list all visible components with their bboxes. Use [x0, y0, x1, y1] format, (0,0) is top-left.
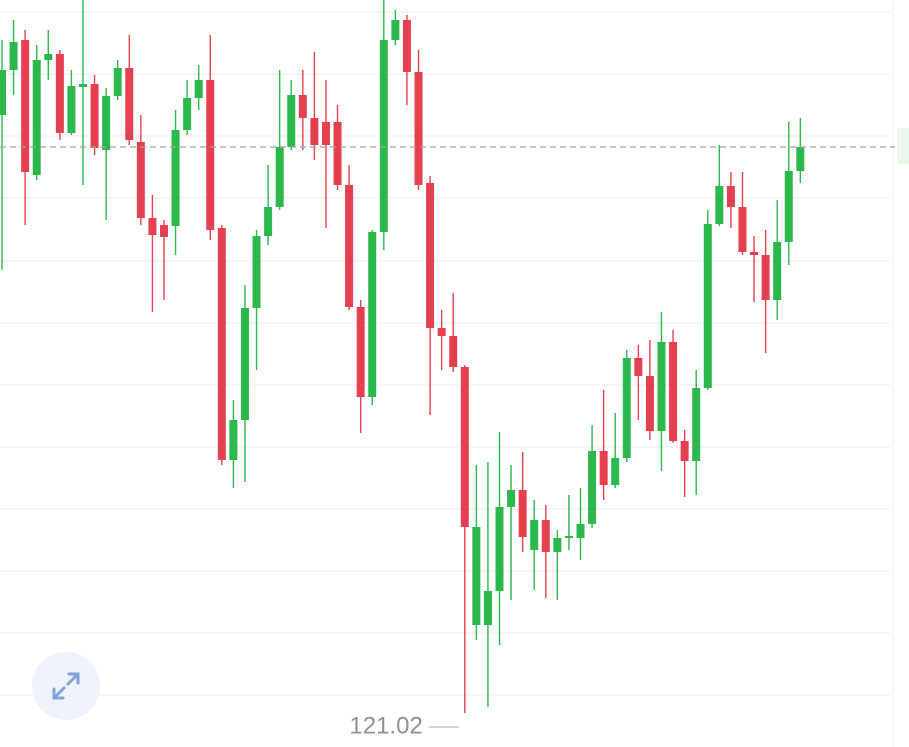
candle-body [113, 68, 122, 96]
candle-body [530, 520, 539, 550]
candle-body [796, 147, 805, 171]
candle-body [738, 207, 747, 252]
price-tag-edge [897, 128, 909, 164]
candle-body [599, 451, 608, 485]
candle-body [275, 147, 284, 207]
candle-body [692, 388, 701, 461]
candle-body [206, 80, 215, 230]
candle-body [507, 490, 516, 507]
candle-body [761, 255, 770, 300]
candle-body [229, 420, 238, 460]
candle-body [715, 186, 724, 224]
candle-body [21, 40, 30, 172]
expand-button[interactable] [32, 652, 100, 720]
candle-body [379, 40, 388, 232]
candle-body [102, 96, 111, 150]
candle-body [588, 451, 597, 524]
candle-body [78, 84, 87, 87]
candle-body [680, 441, 689, 461]
candle-body [553, 538, 562, 552]
candle-body [67, 86, 76, 133]
candle-body [402, 20, 411, 72]
candle-body [159, 225, 168, 237]
candle-body [90, 84, 99, 148]
candle-body [483, 591, 492, 625]
candle-body [437, 328, 446, 336]
candle-body [622, 358, 631, 458]
candle-body [356, 307, 365, 397]
expand-icon [52, 672, 80, 700]
candle-body [703, 224, 712, 388]
candle-body [252, 236, 261, 308]
candle-body [750, 252, 759, 255]
candle-body [391, 20, 400, 40]
candle-body [773, 242, 782, 300]
grid [0, 11, 890, 696]
candle-body [310, 118, 319, 145]
candles [0, 0, 805, 713]
expand-button-bg[interactable] [32, 652, 100, 720]
candle-body [657, 342, 666, 431]
overlay: 121.02 [0, 146, 895, 739]
candle-body [726, 186, 735, 207]
candle-body [645, 376, 654, 431]
candle-body [368, 232, 377, 397]
candle-body [217, 228, 226, 460]
candle-body [541, 520, 550, 552]
annotation-label: 121.02 [349, 712, 422, 739]
candle-body [345, 185, 354, 307]
candle-body [634, 358, 643, 376]
candle-body [136, 142, 145, 218]
candle-body [518, 490, 527, 537]
candle-body [414, 72, 423, 185]
candle-body [472, 527, 481, 625]
candle-body [183, 98, 192, 130]
candle-body [55, 54, 64, 133]
candle-body [426, 183, 435, 328]
candle-body [171, 130, 180, 226]
candle-body [125, 68, 134, 140]
candle-body [32, 60, 41, 175]
candle-body [44, 54, 53, 60]
candle-body [9, 42, 18, 70]
candle-body [298, 95, 307, 118]
candle-body [148, 218, 157, 235]
candle-body [611, 458, 620, 485]
candle-body [287, 95, 296, 147]
candle-body [564, 536, 573, 538]
candle-body [576, 524, 585, 538]
candle-body [240, 308, 249, 420]
candle-body [460, 367, 469, 527]
candle-body [194, 80, 203, 98]
candle-body [321, 122, 330, 145]
candle-body [449, 336, 458, 367]
candle-body [784, 171, 793, 242]
candle-body [669, 342, 678, 441]
candle-body [264, 207, 273, 236]
candle-body [333, 122, 342, 185]
candle-body [495, 507, 504, 591]
candle-body [0, 70, 6, 115]
